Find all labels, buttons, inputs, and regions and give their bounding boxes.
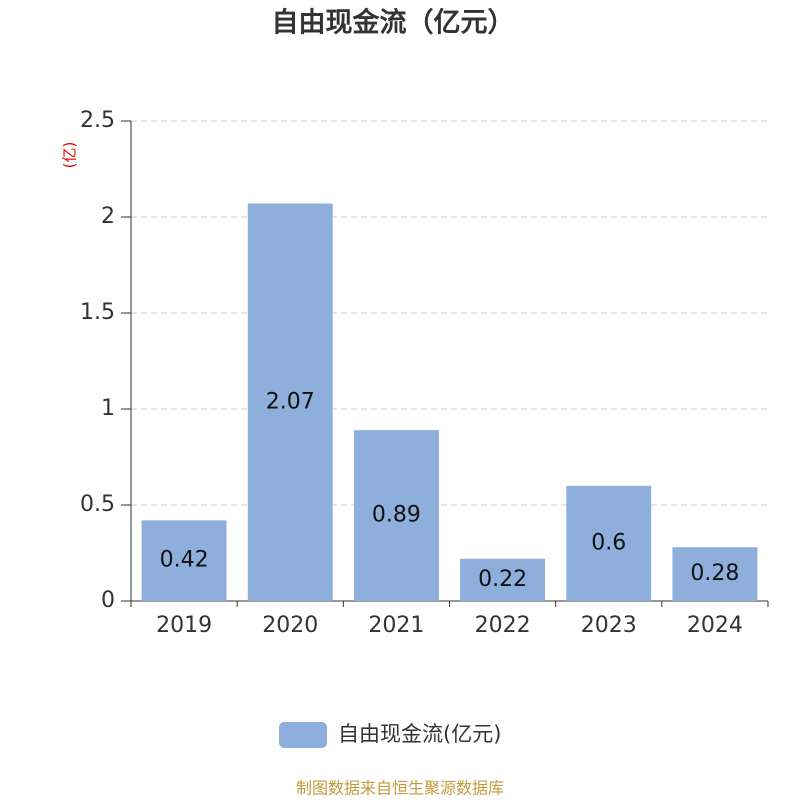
- y-tick-label: 0.5: [80, 492, 115, 517]
- y-tick-label: 2: [101, 204, 115, 229]
- x-tick-label: 2022: [475, 613, 531, 638]
- value-label: 0.22: [478, 567, 527, 592]
- bar: [353, 430, 439, 601]
- bar: [247, 203, 333, 601]
- value-label: 0.89: [372, 503, 421, 528]
- bar: [460, 558, 546, 601]
- y-axis-label: (亿): [61, 142, 79, 169]
- value-label: 2.07: [266, 389, 315, 414]
- x-tick-label: 2020: [262, 613, 318, 638]
- bar: [141, 520, 227, 601]
- y-tick-label: 2.5: [80, 108, 115, 133]
- value-label: 0.42: [160, 548, 209, 573]
- chart-title: 自由现金流（亿元）: [272, 7, 515, 39]
- y-tick-label: 1.5: [80, 300, 115, 325]
- x-tick-label: 2023: [581, 613, 637, 638]
- value-label: 0.28: [690, 561, 739, 586]
- y-tick-label: 0: [101, 588, 115, 613]
- bar: [672, 547, 758, 601]
- legend-label: 自由现金流(亿元): [338, 722, 501, 746]
- y-tick-label: 1: [101, 396, 115, 421]
- value-label: 0.6: [591, 530, 626, 555]
- source-note: 制图数据来自恒生聚源数据库: [296, 779, 504, 798]
- x-tick-label: 2019: [156, 613, 212, 638]
- legend-swatch: [279, 722, 327, 748]
- x-tick-label: 2021: [368, 613, 424, 638]
- x-tick-label: 2024: [687, 613, 743, 638]
- bar: [566, 485, 652, 601]
